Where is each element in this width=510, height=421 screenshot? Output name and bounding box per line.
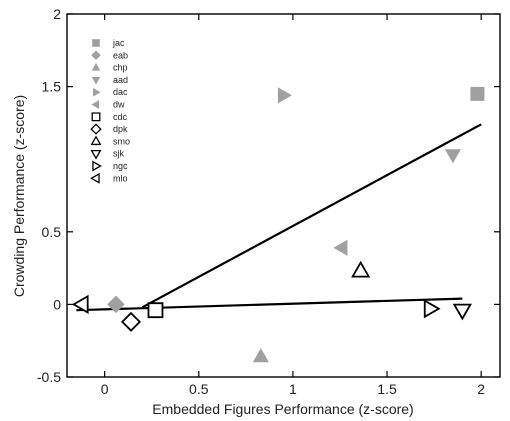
legend-label-jac: jac: [112, 38, 125, 48]
x-tick-label: 2: [477, 381, 485, 397]
point-dpk: [120, 311, 142, 332]
point-dac: [277, 87, 292, 104]
legend-marker-sjk: [90, 150, 102, 160]
fit-lines: [76, 123, 482, 312]
legend-label-cdc: cdc: [113, 112, 128, 122]
legend-label-eab: eab: [113, 50, 128, 60]
legend-marker-aad: [91, 76, 101, 85]
legend-marker-jac: [92, 39, 100, 47]
point-dw: [333, 239, 348, 256]
x-tick-label: 0.5: [189, 381, 209, 397]
y-tick-label: 0: [53, 296, 61, 312]
legend-marker-chp: [91, 63, 101, 71]
x-tick-label: 0: [101, 381, 109, 397]
legend-label-chp: chp: [113, 63, 128, 73]
point-chp: [252, 348, 269, 363]
legend-label-sjk: sjk: [113, 149, 124, 159]
point-mlo: [71, 294, 89, 315]
legend-marker-smo: [90, 135, 102, 146]
point-jac: [470, 86, 485, 101]
legend-marker-dpk: [90, 123, 102, 135]
legend-marker-eab: [91, 50, 101, 61]
point-aad: [444, 149, 461, 164]
legend-label-dac: dac: [113, 87, 128, 97]
x-axis-label: Embedded Figures Performance (z-score): [152, 401, 413, 417]
point-smo: [351, 260, 371, 278]
legend-marker-ngc: [92, 160, 102, 172]
point-eab: [107, 295, 125, 314]
x-tick-label: 1: [289, 381, 297, 397]
legend-marker-dw: [91, 100, 100, 109]
y-axis-label: Crowding Performance (z-score): [11, 95, 27, 297]
legend-label-aad: aad: [113, 75, 128, 85]
y-tick-label: -0.5: [37, 369, 61, 385]
point-sjk: [452, 303, 472, 321]
legend-label-mlo: mlo: [113, 173, 128, 183]
legend-label-ngc: ngc: [113, 161, 128, 171]
data-points: [71, 86, 485, 363]
fit-line-2: [76, 297, 463, 312]
y-tick-label: 0.5: [42, 224, 62, 240]
x-tick-label: 1.5: [377, 381, 397, 397]
legend-marker-mlo: [90, 172, 100, 184]
fit-line-1: [141, 123, 482, 309]
point-ngc: [423, 299, 441, 319]
y-axis: -0.5 0 0.5 1.5 2: [37, 6, 500, 385]
legend-label-dpk: dpk: [113, 124, 128, 134]
legend-label-dw: dw: [113, 100, 125, 110]
legend-marker-cdc: [91, 112, 101, 122]
x-axis: 0 0.5 1 1.5 2: [101, 14, 485, 397]
y-tick-label: 1.5: [42, 79, 62, 95]
legend: jac eab chp aad dac dw cdc dpk smo sjk ngc mlo: [84, 34, 152, 186]
legend-marker-dac: [92, 87, 101, 97]
legend-label-smo: smo: [113, 136, 130, 146]
point-cdc: [147, 302, 164, 319]
y-tick-label: 2: [53, 6, 61, 22]
